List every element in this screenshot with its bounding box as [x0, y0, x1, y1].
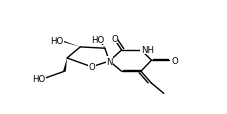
Text: N: N	[106, 57, 113, 66]
Text: HO: HO	[50, 36, 64, 45]
Text: HO: HO	[91, 35, 104, 44]
Polygon shape	[62, 41, 80, 47]
Polygon shape	[63, 58, 67, 72]
Text: NH: NH	[141, 45, 154, 54]
Text: O: O	[172, 56, 178, 65]
Text: O: O	[88, 63, 95, 72]
Text: HO: HO	[32, 75, 46, 84]
Text: O: O	[111, 35, 118, 44]
